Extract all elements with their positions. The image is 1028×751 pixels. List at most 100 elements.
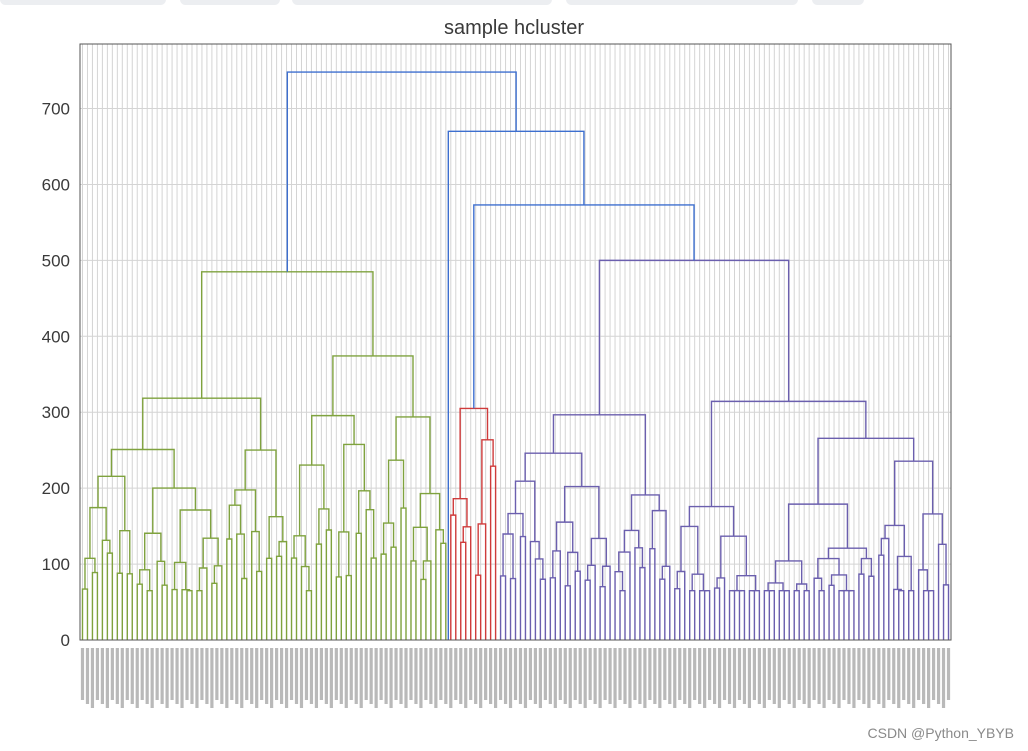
dendrogram-link xyxy=(213,565,223,640)
leaf-label xyxy=(643,648,647,708)
dendrogram-link xyxy=(355,532,362,640)
dendrogram-link xyxy=(198,567,208,640)
dendrogram-link xyxy=(519,535,527,640)
leaf-label xyxy=(409,648,413,700)
dendrogram-link xyxy=(880,537,890,640)
leaf-label xyxy=(817,648,821,704)
leaf-label xyxy=(175,648,179,704)
leaf-label xyxy=(235,648,239,704)
leaf-label xyxy=(648,648,652,700)
leaf-label xyxy=(414,648,418,704)
dendrogram-link xyxy=(848,589,855,640)
dendrogram-link xyxy=(917,569,929,640)
leaf-label xyxy=(274,648,279,700)
leaf-label xyxy=(533,648,538,704)
dendrogram-link xyxy=(481,439,494,524)
dendrogram-link xyxy=(110,448,175,489)
browser-tab[interactable] xyxy=(180,0,280,5)
browser-tab[interactable] xyxy=(812,0,864,5)
leaf-label xyxy=(309,648,314,704)
leaf-label xyxy=(573,648,577,700)
leaf-label xyxy=(797,648,801,700)
dendrogram-link xyxy=(452,498,468,527)
leaf-label xyxy=(867,648,871,708)
dendrogram-link xyxy=(460,541,467,640)
browser-tab[interactable] xyxy=(566,0,798,5)
leaf-label xyxy=(598,648,602,708)
dendrogram-link xyxy=(325,529,333,640)
dendrogram-link xyxy=(380,553,387,640)
leaf-label xyxy=(628,648,632,708)
dendrogram-link xyxy=(574,570,581,640)
dendrogram-link xyxy=(803,589,810,640)
leaf-label xyxy=(165,648,169,708)
dendrogram-link xyxy=(473,204,695,409)
dendrogram-link xyxy=(315,543,323,640)
dendrogram-link xyxy=(509,577,517,640)
leaf-label xyxy=(941,648,946,708)
dendrogram-link xyxy=(152,487,197,534)
dendrogram-link xyxy=(226,538,233,640)
leaf-label xyxy=(503,648,508,704)
dendrogram-link xyxy=(783,589,790,640)
dendrogram-link xyxy=(335,576,342,640)
dendrogram-link xyxy=(584,579,591,640)
leaf-label xyxy=(354,648,358,704)
leaf-label xyxy=(563,648,567,704)
leaf-label xyxy=(917,648,921,700)
dendrogram-link xyxy=(767,582,784,591)
dendrogram-link xyxy=(661,565,671,640)
dendrogram-link xyxy=(365,508,375,640)
leaf-label xyxy=(344,648,348,708)
dendrogram-link xyxy=(838,589,845,640)
leaf-label xyxy=(130,648,134,704)
dendrogram-link xyxy=(211,582,218,640)
y-tick-label: 0 xyxy=(61,631,70,650)
leaf-label xyxy=(225,648,229,708)
dendrogram-link xyxy=(390,546,397,640)
browser-tab[interactable] xyxy=(292,0,552,5)
dendrogram-link xyxy=(793,589,800,640)
leaf-label xyxy=(623,648,627,704)
leaf-label xyxy=(424,648,428,700)
leaf-label xyxy=(807,648,811,708)
leaf-label xyxy=(200,648,204,700)
leaf-label xyxy=(110,648,114,700)
leaf-label xyxy=(936,648,941,704)
leaf-label xyxy=(314,648,319,708)
leaf-label xyxy=(489,648,493,704)
dendrogram-link xyxy=(828,584,835,640)
dendrogram-link xyxy=(387,459,405,524)
leaf-label xyxy=(668,648,672,704)
leaf-label xyxy=(135,648,139,708)
leaf-label xyxy=(708,648,712,700)
leaf-label xyxy=(464,648,468,708)
dendrogram-link xyxy=(618,551,631,640)
leaf-label xyxy=(240,648,244,708)
dendrogram-link xyxy=(91,571,99,640)
dendrogram-link xyxy=(817,557,840,579)
leaf-label xyxy=(369,648,373,704)
dendrogram-link xyxy=(293,535,306,567)
leaf-label xyxy=(518,648,523,704)
leaf-label xyxy=(912,648,916,708)
leaf-label xyxy=(215,648,219,700)
dendrogram-link xyxy=(922,513,943,570)
leaf-label xyxy=(364,648,368,700)
dendrogram-link xyxy=(748,589,756,640)
dendrogram-link xyxy=(680,525,699,575)
leaf-label xyxy=(693,648,697,700)
dendrogram-link xyxy=(552,414,647,495)
plot-grid xyxy=(80,44,951,641)
leaf-label xyxy=(255,648,259,708)
browser-tab[interactable] xyxy=(0,0,166,5)
dendrogram-link xyxy=(298,464,325,536)
leaf-label xyxy=(832,648,836,704)
leaf-label xyxy=(155,648,159,700)
leaf-label xyxy=(299,648,304,708)
dendrogram-link xyxy=(142,397,262,451)
dendrogram-link xyxy=(489,465,497,640)
leaf-label xyxy=(618,648,622,700)
leaf-label xyxy=(95,648,100,700)
dendrogram-link xyxy=(860,557,873,577)
